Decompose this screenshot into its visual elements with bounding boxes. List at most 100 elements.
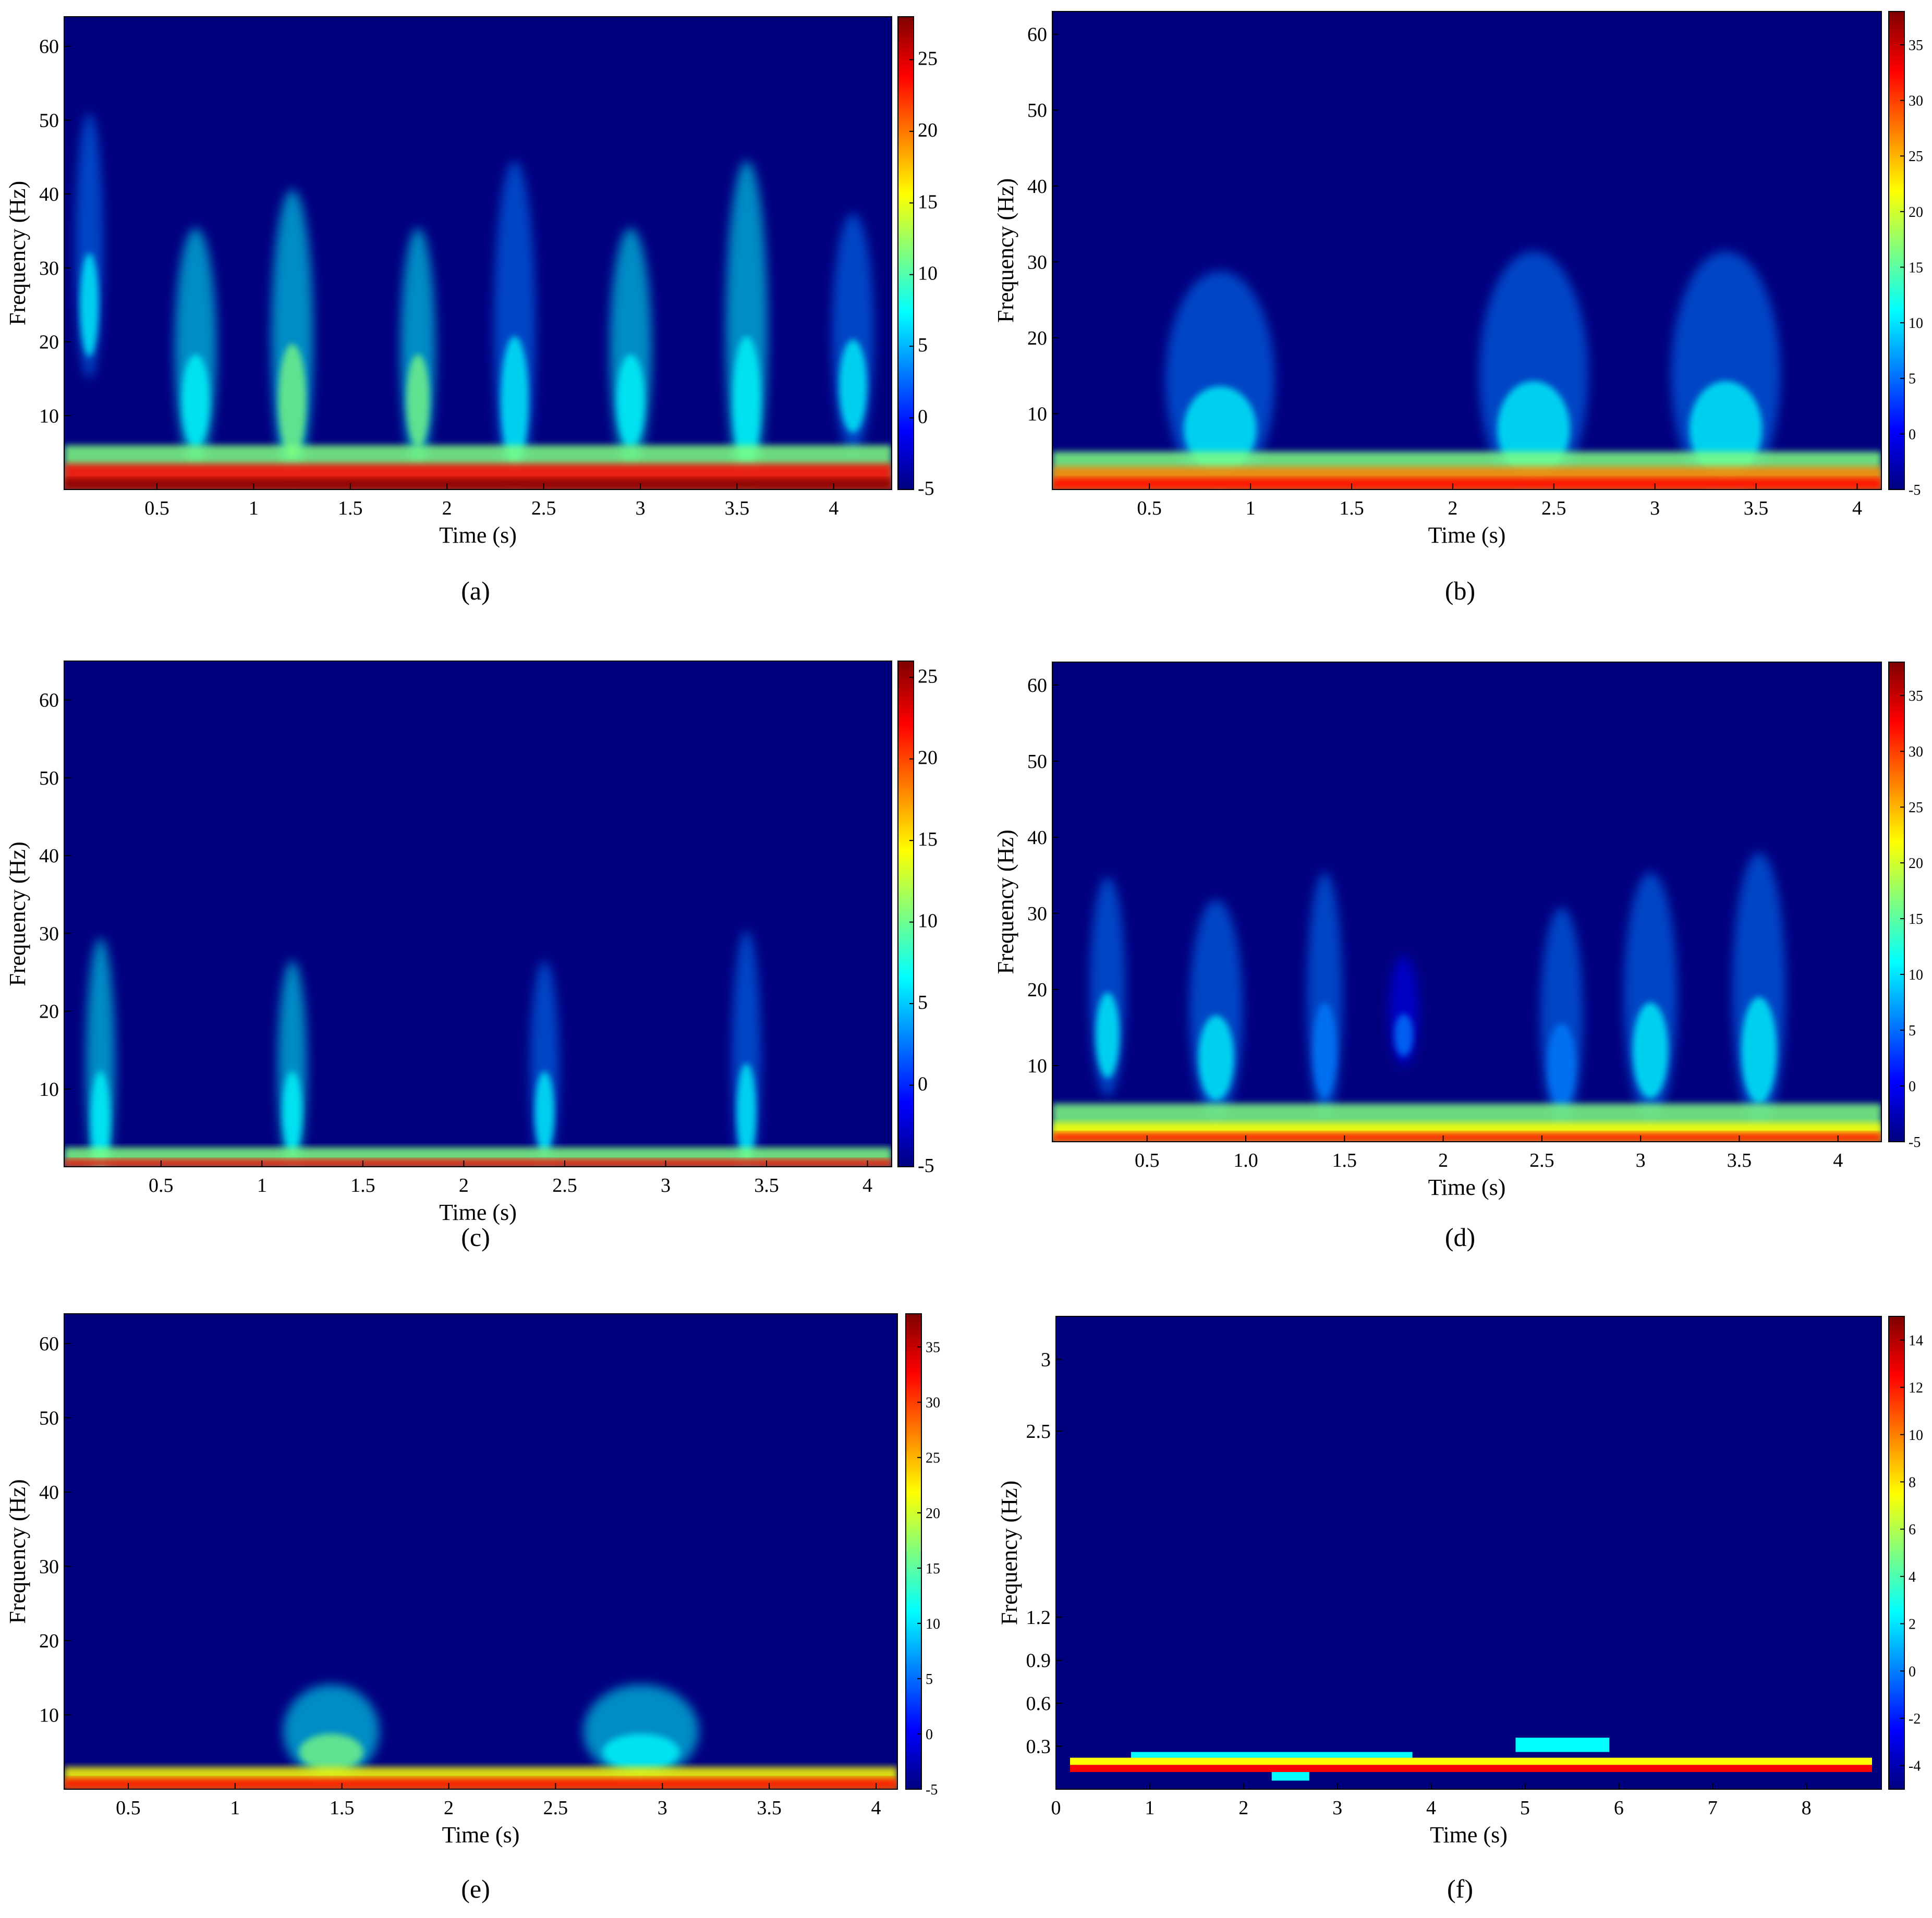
spectrogram-content-e [64, 1684, 897, 1789]
y-tick-label-c-5: 60 [39, 690, 59, 712]
x-tick-label-d-3: 2 [1438, 1150, 1448, 1171]
y-tick-label-f-1: 0.6 [1026, 1693, 1051, 1715]
x-tick-label-b-7: 4 [1852, 497, 1862, 519]
colorbar-tick-label-b-3: 10 [1909, 315, 1923, 332]
panel-caption-d: (d) [1445, 1223, 1475, 1252]
y-tick-label-f-2: 0.9 [1026, 1650, 1051, 1672]
y-tick-label-b-3: 40 [1027, 176, 1047, 198]
x-tick-label-a-6: 3.5 [725, 497, 750, 519]
y-tick-label-e-2: 30 [39, 1556, 59, 1578]
y-tick-label-a-1: 20 [39, 332, 59, 353]
x-tick-label-b-0: 0.5 [1137, 497, 1162, 519]
y-axis-label-c: Frequency (Hz) [5, 841, 30, 986]
axes-frame-c [64, 661, 892, 1167]
colorbar-tick-label-d-8: 35 [1909, 688, 1923, 704]
x-tick-label-a-7: 4 [829, 497, 839, 519]
y-tick-label-a-4: 50 [39, 109, 59, 131]
axes-frame-d [1052, 662, 1882, 1142]
y-tick-label-b-0: 10 [1027, 403, 1047, 425]
x-tick-label-c-1: 1 [257, 1175, 267, 1196]
y-axis-label-a: Frequency (Hz) [5, 181, 30, 325]
y-tick-label-d-4: 50 [1027, 751, 1047, 773]
x-tick-label-b-6: 3.5 [1744, 497, 1769, 519]
x-tick-label-b-3: 2 [1448, 497, 1457, 519]
x-tick-label-f-1: 1 [1145, 1797, 1155, 1819]
x-axis-label-a: Time (s) [439, 522, 517, 548]
x-tick-label-a-1: 1 [249, 497, 259, 519]
colorbar-tick-label-a-5: 20 [918, 119, 938, 141]
axes-frame-b [1052, 11, 1882, 490]
colorbar-tick-label-d-2: 5 [1909, 1023, 1916, 1039]
band-block-f-0 [1070, 1765, 1873, 1773]
burst-core-a-4 [501, 336, 529, 466]
colorbar-tick-label-f-4: 4 [1909, 1569, 1916, 1585]
x-tick-label-d-2: 1.5 [1332, 1150, 1357, 1171]
plot-area-e [64, 1314, 897, 1789]
colorbar-tick-label-c-3: 10 [918, 910, 938, 932]
colorbar-tick-label-f-1: -2 [1909, 1711, 1921, 1727]
x-tick-label-b-5: 3 [1650, 497, 1660, 519]
y-tick-label-b-1: 20 [1027, 327, 1047, 349]
plot-area-c [64, 661, 892, 1167]
colorbar-tick-label-f-7: 10 [1909, 1427, 1923, 1444]
burst-core-b-0 [1184, 386, 1257, 472]
colorbar-c [897, 661, 914, 1167]
base-band-e-1 [64, 1778, 897, 1789]
colorbar-tick-label-e-5: 20 [926, 1506, 940, 1522]
burst-core-d-0 [1096, 992, 1120, 1078]
x-tick-label-f-0: 0 [1051, 1797, 1061, 1819]
y-tick-label-d-1: 20 [1027, 979, 1047, 1001]
x-tick-label-d-4: 2.5 [1529, 1150, 1554, 1171]
colorbar-tick-label-a-2: 5 [918, 334, 928, 356]
x-tick-label-c-5: 3 [661, 1175, 671, 1196]
burst-core-a-6 [733, 336, 761, 466]
y-tick-label-a-2: 30 [39, 258, 59, 279]
colorbar-tick-label-a-4: 15 [918, 191, 938, 213]
x-axis-label-b: Time (s) [1428, 522, 1506, 548]
y-axis-label-d: Frequency (Hz) [993, 829, 1018, 974]
colorbar-tick-label-d-5: 20 [1909, 856, 1923, 872]
colorbar-tick-label-f-0: -4 [1909, 1758, 1921, 1775]
y-tick-label-d-0: 10 [1027, 1055, 1047, 1077]
colorbar-tick-label-f-9: 14 [1909, 1333, 1923, 1349]
y-axis-label-f: Frequency (Hz) [997, 1481, 1022, 1625]
base-band-b-2 [1052, 478, 1881, 490]
colorbar-tick-label-c-5: 20 [918, 747, 938, 769]
colorbar-tick-label-e-7: 30 [926, 1395, 940, 1411]
colorbar-tick-label-f-2: 0 [1909, 1664, 1916, 1680]
panel-caption-c: (c) [461, 1223, 490, 1252]
x-tick-label-f-3: 3 [1332, 1797, 1342, 1819]
colorbar-tick-label-b-7: 30 [1909, 93, 1923, 109]
base-band-d-2 [1052, 1132, 1881, 1142]
x-tick-label-d-0: 0.5 [1135, 1150, 1160, 1171]
band-block-f-1 [1070, 1757, 1873, 1765]
colorbar-tick-label-e-3: 10 [926, 1616, 940, 1632]
x-tick-label-d-7: 4 [1833, 1150, 1843, 1171]
panel-caption-a: (a) [461, 576, 490, 605]
y-tick-label-e-0: 10 [39, 1705, 59, 1727]
colorbar-tick-label-a-0: -5 [918, 478, 934, 499]
x-tick-label-e-5: 3 [658, 1797, 667, 1819]
colorbar-tick-label-d-1: 0 [1909, 1079, 1916, 1095]
x-tick-label-e-0: 0.5 [116, 1797, 141, 1819]
colorbar-tick-label-e-1: 0 [926, 1727, 933, 1743]
y-tick-label-c-1: 20 [39, 1001, 59, 1023]
colorbar-tick-label-c-0: -5 [918, 1155, 934, 1177]
colorbar-tick-label-b-6: 25 [1909, 149, 1923, 165]
x-axis-label-c: Time (s) [439, 1200, 517, 1225]
spectrogram-content-b [1052, 251, 1881, 490]
x-tick-label-b-4: 2.5 [1541, 497, 1566, 519]
burst-core-a-1 [181, 354, 210, 448]
plot-area-f [1056, 1316, 1881, 1789]
y-tick-label-b-5: 60 [1027, 24, 1047, 46]
colorbar-f [1888, 1316, 1905, 1790]
x-tick-label-c-2: 1.5 [350, 1175, 375, 1196]
x-tick-label-c-7: 4 [862, 1175, 872, 1196]
panel-caption-e: (e) [461, 1874, 490, 1903]
axes-frame-f [1055, 1316, 1882, 1790]
